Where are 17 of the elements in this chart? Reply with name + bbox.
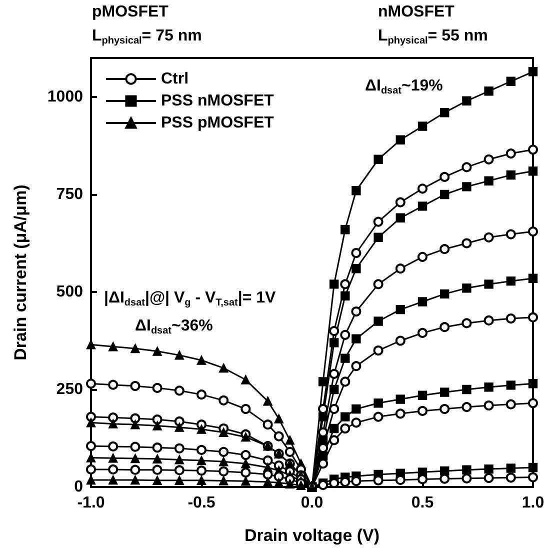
y-axis-title: Drain current (μA/μm) [11,184,30,360]
legend-label: PSS pMOSFET [161,114,274,132]
y-tick-label: 750 [56,186,84,203]
x-tick-label: -1.0 [77,494,105,512]
y-tick-label: 250 [56,381,84,398]
text: nMOSFET [378,4,455,20]
y-tick-label: 1000 [47,88,84,106]
y-tick-label: 500 [56,284,84,300]
x-tick-label: 0.5 [411,494,434,512]
text: pMOSFET [92,4,169,20]
legend-label: Ctrl [161,70,189,88]
x-axis-title: Drain voltage (V) [244,526,380,545]
x-tick-label: -0.5 [188,494,216,512]
y-tick-label: 0 [74,478,84,496]
x-tick-label: 0.0 [300,494,324,512]
x-tick-label: 1.0 [522,494,544,512]
legend-label: PSS nMOSFET [161,92,274,110]
